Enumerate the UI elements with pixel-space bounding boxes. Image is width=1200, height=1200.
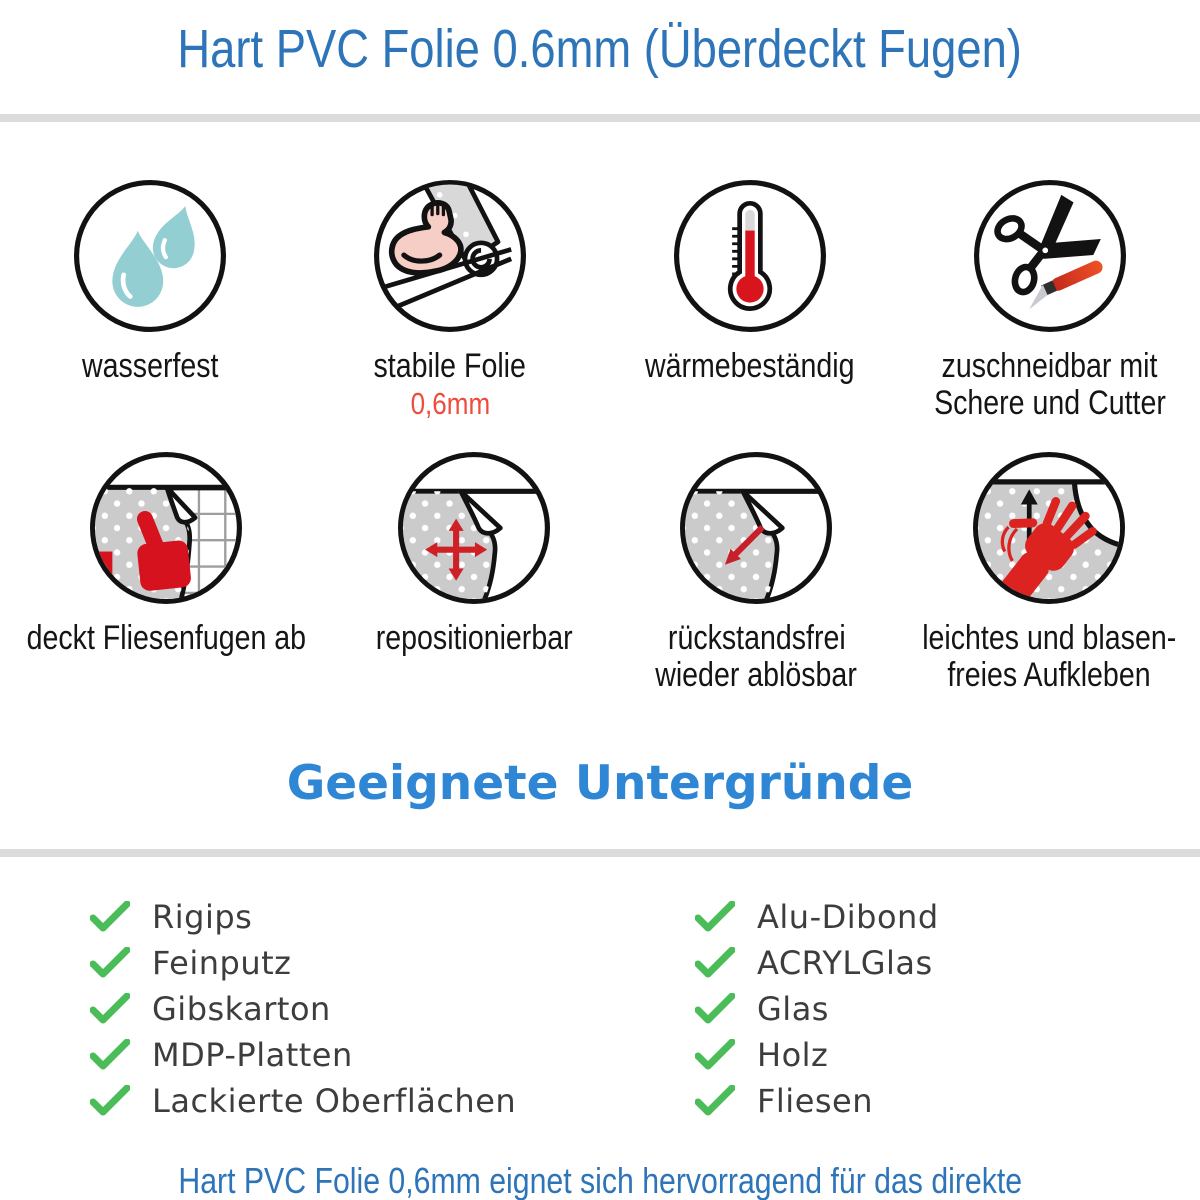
substrates-heading: Geeignete Untergründe bbox=[286, 756, 914, 812]
substrate-item: MDP-Platten bbox=[90, 1036, 600, 1075]
feature-row-1: wasserfest stabile Folie 0,6 bbox=[0, 176, 1200, 422]
feature-bubble-free: leichtes und blasen- freies Aufkleben bbox=[898, 448, 1200, 694]
move-arrows-foil-icon bbox=[397, 452, 550, 605]
feature-covers-grout: deckt Fliesenfugen ab bbox=[0, 448, 333, 694]
substrate-item: Rigips bbox=[90, 898, 600, 937]
water-drops-icon bbox=[74, 180, 226, 333]
check-icon bbox=[695, 901, 735, 932]
feature-label: leichtes und blasen- freies Aufkleben bbox=[921, 619, 1176, 695]
feature-row-2: deckt Fliesenfugen ab bbox=[0, 448, 1200, 694]
divider bbox=[0, 114, 1200, 123]
feature-label: stabile Folie bbox=[373, 347, 527, 386]
substrate-item: Fliesen bbox=[695, 1082, 1200, 1121]
check-icon bbox=[695, 1085, 735, 1116]
substrate-label: Fliesen bbox=[757, 1082, 874, 1121]
muscle-arm-foil-icon bbox=[374, 180, 526, 333]
feature-label: zuschneidbar mit Schere und Cutter bbox=[934, 347, 1166, 423]
substrate-item: Feinputz bbox=[90, 944, 600, 983]
divider bbox=[0, 849, 1200, 858]
substrate-label: Feinputz bbox=[152, 944, 292, 983]
feature-label: wärmebeständig bbox=[645, 347, 855, 386]
feature-heat-resistant: wärmebeständig bbox=[600, 176, 900, 422]
substrate-label: MDP-Platten bbox=[152, 1036, 353, 1075]
substrate-label: Alu-Dibond bbox=[757, 898, 939, 937]
scissors-cutter-icon bbox=[974, 180, 1126, 333]
substrate-item: Gibskarton bbox=[90, 990, 600, 1029]
substrates-lists: Rigips Feinputz Gibskarton MDP-Platten L… bbox=[0, 898, 1200, 1129]
hand-smoothing-icon bbox=[972, 452, 1125, 605]
feature-label: wasserfest bbox=[81, 347, 219, 386]
substrate-label: ACRYLGlas bbox=[757, 944, 933, 983]
substrate-label: Holz bbox=[757, 1036, 829, 1075]
page-title-text: Hart PVC Folie 0.6mm (Überdeckt Fugen) bbox=[177, 19, 1023, 79]
footer-note: Hart PVC Folie 0,6mm eignet sich hervorr… bbox=[0, 1159, 1200, 1200]
check-icon bbox=[695, 947, 735, 978]
check-icon bbox=[90, 947, 130, 978]
substrate-label: Glas bbox=[757, 990, 829, 1029]
thumb-up-tile-icon bbox=[90, 452, 243, 605]
substrate-item: Alu-Dibond bbox=[695, 898, 1200, 937]
check-icon bbox=[90, 901, 130, 932]
feature-stable-foil: stabile Folie 0,6mm bbox=[300, 176, 600, 422]
check-icon bbox=[90, 1085, 130, 1116]
feature-repositionable: repositionierbar bbox=[333, 448, 615, 694]
substrate-label: Lackierte Oberflächen bbox=[152, 1082, 517, 1121]
check-icon bbox=[90, 1039, 130, 1070]
thermometer-icon bbox=[674, 180, 826, 333]
check-icon bbox=[695, 1039, 735, 1070]
check-icon bbox=[695, 993, 735, 1024]
feature-cuttable: zuschneidbar mit Schere und Cutter bbox=[900, 176, 1200, 422]
substrate-item: Lackierte Oberflächen bbox=[90, 1082, 600, 1121]
substrate-item: ACRYLGlas bbox=[695, 944, 1200, 983]
footer-line-1: Hart PVC Folie 0,6mm eignet sich hervorr… bbox=[178, 1160, 1022, 1200]
substrate-label: Rigips bbox=[152, 898, 253, 937]
substrates-list-right: Alu-Dibond ACRYLGlas Glas Holz Fliesen bbox=[695, 898, 1200, 1121]
substrate-item: Holz bbox=[695, 1036, 1200, 1075]
feature-waterproof: wasserfest bbox=[0, 176, 300, 422]
feature-label: deckt Fliesenfugen ab bbox=[26, 619, 307, 658]
feature-residue-free: rückstandsfrei wieder ablösbar bbox=[615, 448, 897, 694]
substrate-label: Gibskarton bbox=[152, 990, 331, 1029]
feature-sublabel: 0,6mm bbox=[410, 386, 490, 422]
feature-label: rückstandsfrei wieder ablösbar bbox=[655, 619, 858, 695]
peel-off-arrow-icon bbox=[680, 452, 833, 605]
check-icon bbox=[90, 993, 130, 1024]
page-title: Hart PVC Folie 0.6mm (Überdeckt Fugen) bbox=[0, 20, 1200, 78]
substrate-item: Glas bbox=[695, 990, 1200, 1029]
feature-label: repositionierbar bbox=[375, 619, 573, 658]
substrates-list-left: Rigips Feinputz Gibskarton MDP-Platten L… bbox=[90, 898, 600, 1121]
